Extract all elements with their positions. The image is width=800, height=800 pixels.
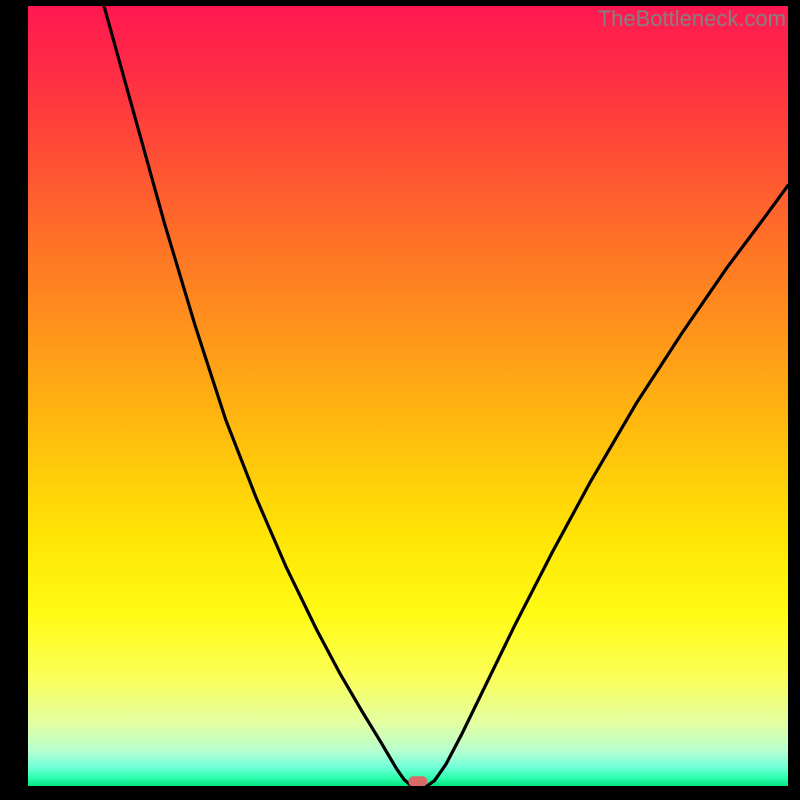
watermark-text: TheBottleneck.com <box>598 6 786 32</box>
bottleneck-curve <box>28 6 788 786</box>
chart-plot-area <box>28 6 788 786</box>
optimal-marker <box>408 776 427 786</box>
